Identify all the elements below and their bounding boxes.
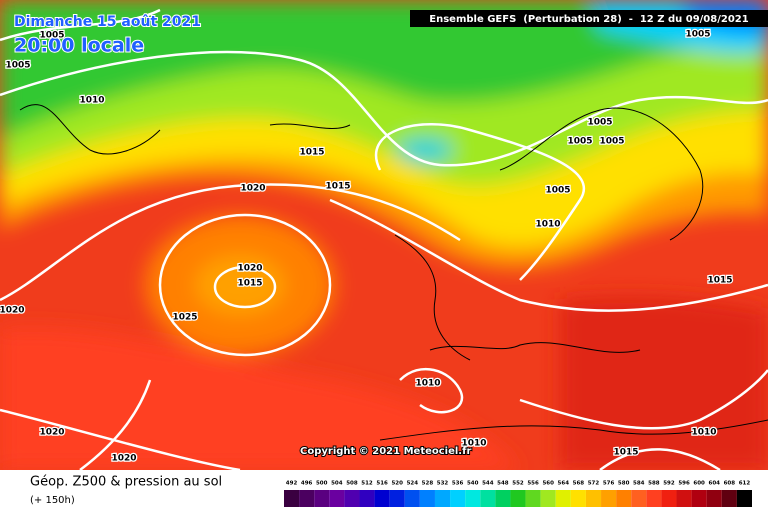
scale-swatch: [661, 490, 677, 507]
scale-swatch: [525, 490, 541, 507]
scale-swatch: [329, 490, 345, 507]
scale-label: 572: [588, 481, 600, 487]
model-banner: [410, 10, 768, 27]
coastlines: [19, 104, 768, 441]
scale-label: 504: [331, 481, 343, 487]
scale-swatch: [601, 490, 617, 507]
scale-swatch: [585, 490, 602, 507]
scale-label: 548: [497, 481, 509, 487]
scale-label: 556: [527, 481, 539, 487]
scale-swatch: [434, 490, 451, 507]
scale-label: 592: [663, 481, 675, 487]
scale-swatch: [359, 490, 375, 507]
scale-label: 600: [693, 481, 705, 487]
scale-label: 520: [391, 481, 403, 487]
isobar-label: 1020: [39, 428, 64, 438]
isobar-label: 1005: [5, 61, 30, 71]
isobar-label: 1005: [587, 118, 612, 128]
scale-label: 588: [648, 481, 660, 487]
isobar-label: 1005: [545, 186, 570, 196]
scale-label: 576: [603, 481, 615, 487]
isobar-label: 1015: [707, 276, 732, 286]
scale-swatch: [721, 490, 737, 507]
isobar-label: 1005: [567, 137, 592, 147]
scale-swatch: [465, 490, 481, 507]
scale-label: 492: [286, 481, 298, 487]
model-info: Ensemble GEFS (Perturbation 28) - 12 Z d…: [429, 14, 748, 25]
scale-label: 500: [316, 481, 328, 487]
scale-label: 524: [407, 481, 419, 487]
copyright: Copyright © 2021 Meteociel.fr: [300, 446, 471, 457]
isobar-label: 1010: [79, 96, 104, 106]
isobar-label: 1010: [535, 220, 560, 230]
scale-swatch: [676, 490, 692, 507]
isobar-label: 1005: [39, 31, 64, 41]
isobar-label: 1015: [299, 148, 324, 158]
scale-swatch: [510, 490, 526, 507]
scale-swatch: [540, 490, 556, 507]
scale-swatch: [374, 490, 390, 507]
scale-swatch: [404, 490, 420, 507]
isobar-label: 1015: [237, 279, 262, 289]
scale-swatch: [314, 490, 330, 507]
scale-swatch: [284, 490, 300, 507]
scale-swatch: [299, 490, 315, 507]
scale-label: 560: [542, 481, 554, 487]
scale-label: 508: [346, 481, 358, 487]
footer-lead: (+ 150h): [30, 495, 75, 506]
scale-swatch: [344, 490, 360, 507]
isobar-label: 1020: [111, 454, 136, 464]
scale-label: 596: [678, 481, 690, 487]
isobar-label: 1015: [613, 448, 638, 458]
scale-label: 584: [633, 481, 645, 487]
scale-swatch: [691, 490, 707, 507]
scale-swatch: [706, 490, 722, 507]
height-field: [0, 0, 768, 470]
scale-swatch: [495, 490, 511, 507]
map-subtitle: 20:00 locale: [14, 35, 144, 57]
footer-title: Géop. Z500 & pression au sol: [30, 475, 222, 490]
isobar-label: 1010: [461, 439, 486, 449]
isobar-label: 1020: [0, 306, 25, 316]
scale-label: 580: [618, 481, 630, 487]
scale-label: 540: [467, 481, 479, 487]
scale-label: 564: [558, 481, 570, 487]
map-title: Dimanche 15 août 2021: [14, 14, 201, 30]
scale-swatch: [616, 490, 632, 507]
scale-label: 552: [512, 481, 524, 487]
scale-label: 532: [437, 481, 449, 487]
scale-label: 608: [724, 481, 736, 487]
isobars: [0, 8, 768, 470]
scale-swatch: [555, 490, 571, 507]
scale-label: 536: [452, 481, 464, 487]
scale-swatch: [389, 490, 405, 507]
scale-label: 612: [739, 481, 751, 487]
isobar-label: 1015: [325, 182, 350, 192]
isobar-label: 1025: [172, 313, 197, 323]
isobar-label: 1005: [599, 137, 624, 147]
scale-label: 516: [376, 481, 388, 487]
isobar-label: 1020: [240, 184, 265, 194]
scale-swatch: [570, 490, 586, 507]
scale-label: 528: [422, 481, 434, 487]
scale-swatch: [480, 490, 496, 507]
scale-label: 544: [482, 481, 494, 487]
isobar-label: 1005: [685, 30, 710, 40]
scale-swatch: [631, 490, 647, 507]
scale-label: 604: [709, 481, 721, 487]
isobar-label: 1020: [237, 264, 262, 274]
scale-label: 568: [573, 481, 585, 487]
scale-swatch: [736, 490, 752, 507]
scale-label: 512: [361, 481, 373, 487]
scale-swatch: [450, 490, 466, 507]
isobar-label: 1010: [691, 428, 716, 438]
scale-swatch: [419, 490, 435, 507]
scale-label: 496: [301, 481, 313, 487]
isobar-label: 1010: [415, 379, 440, 389]
scale-swatch: [646, 490, 662, 507]
